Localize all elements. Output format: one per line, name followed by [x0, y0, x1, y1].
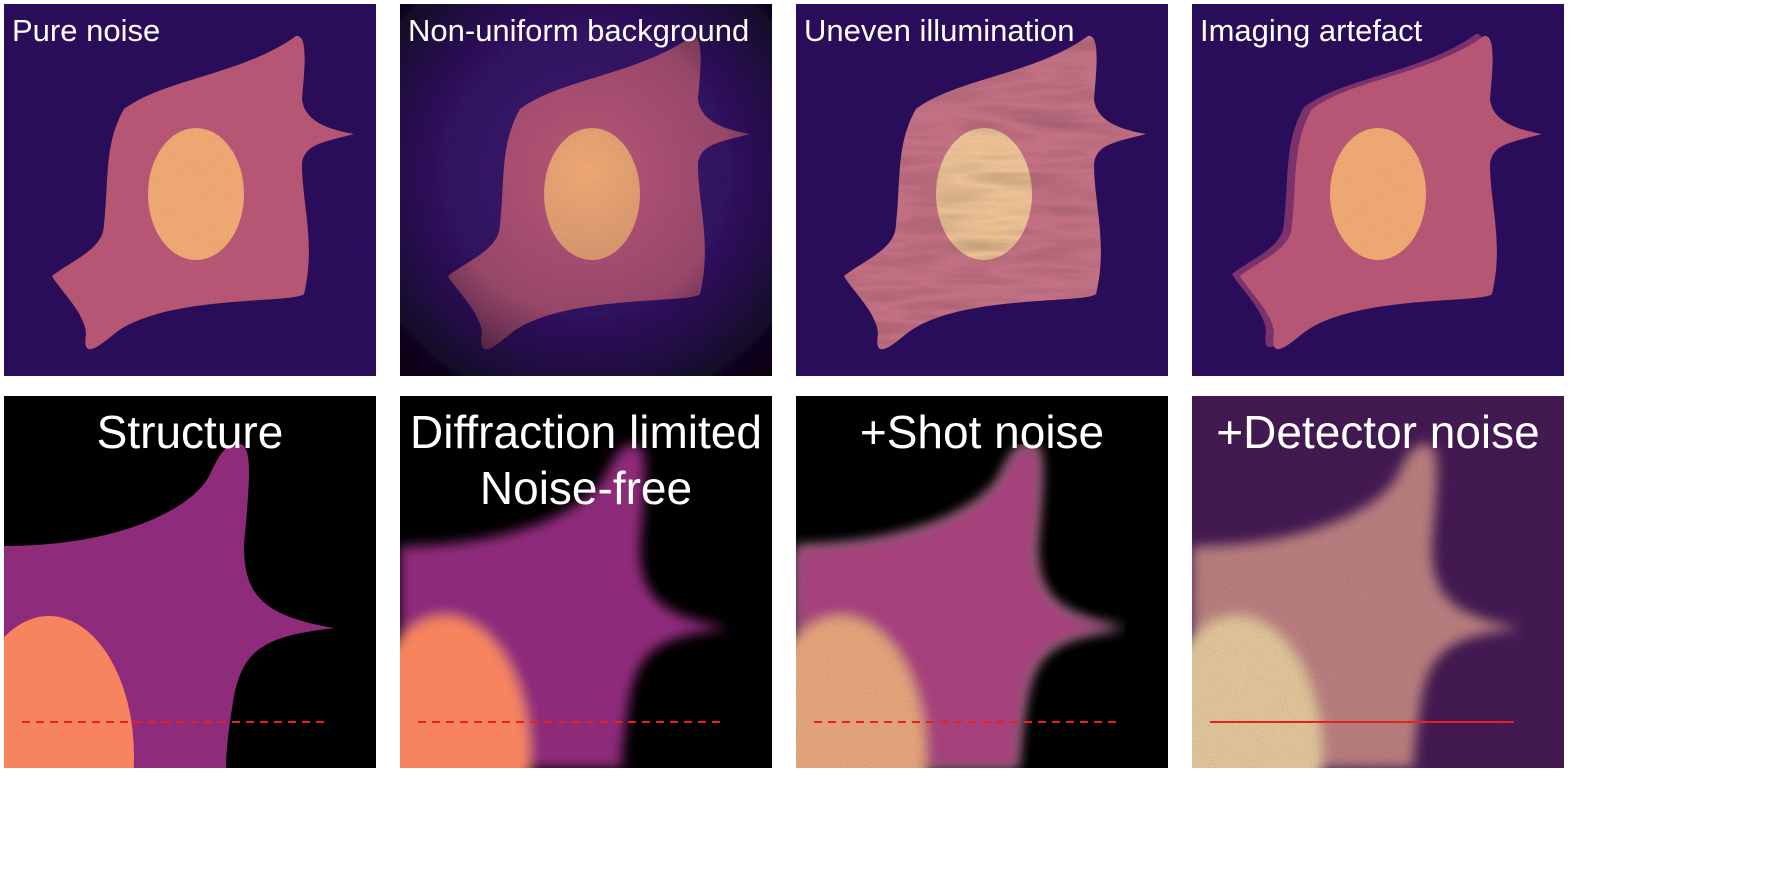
panel-detector-noise: +Detector noise [1192, 396, 1564, 768]
panel-label: Non-uniform background [408, 13, 750, 48]
cell-image [1192, 396, 1564, 768]
cell-image [4, 4, 376, 376]
panel-uneven-illumination: Uneven illumination [796, 4, 1168, 376]
cell-image [400, 396, 772, 768]
cell-image [400, 4, 772, 376]
panel-diffraction-limited: Diffraction limited Noise-free [400, 396, 772, 768]
panel-non-uniform-background: Non-uniform background [400, 4, 772, 376]
panel-imaging-artefact: Imaging artefact [1192, 4, 1564, 376]
cell-image [1192, 4, 1564, 376]
panel-label: Structure [96, 406, 284, 458]
panel-label: Diffraction limited Noise-free [410, 406, 762, 515]
panel-shot-noise: +Shot noise [796, 396, 1168, 768]
panel-label: +Shot noise [859, 406, 1105, 458]
panel-structure: Structure [4, 396, 376, 768]
panel-label: +Detector noise [1216, 406, 1540, 458]
panel-label: Pure noise [12, 13, 161, 48]
cell-image [796, 396, 1168, 768]
panel-label: Uneven illumination [804, 13, 1075, 48]
panel-pure-noise: Pure noise [4, 4, 376, 376]
cell-image [4, 396, 376, 768]
cell-image [796, 4, 1168, 376]
panel-label: Imaging artefact [1200, 13, 1423, 48]
